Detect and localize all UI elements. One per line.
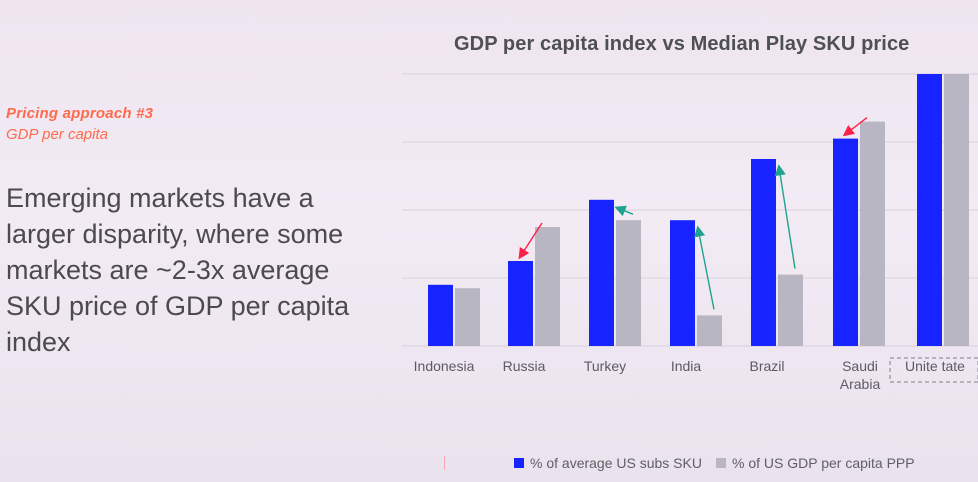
- x-tick-label-2: Turkey: [584, 358, 626, 374]
- bar-series-2-brazil: [778, 274, 803, 346]
- bar-series-2-indonesia: [455, 288, 480, 346]
- bar-series-2-india: [697, 315, 722, 346]
- legend-swatch-series-1: [514, 458, 524, 468]
- annotation-arrow-brazil: [774, 164, 796, 269]
- annotation-arrow-turkey: [614, 205, 634, 217]
- x-tick-label-1: Russia: [503, 358, 546, 374]
- bar-series-2-russia: [535, 227, 560, 346]
- bar-series-1-indonesia: [428, 284, 453, 346]
- bar-series-2-united-states: [944, 74, 969, 346]
- pricing-approach-subtitle: GDP per capita: [6, 126, 108, 143]
- annotation-arrow-russia: [518, 222, 543, 260]
- chart-legend: % of average US subs SKU % of US GDP per…: [514, 455, 915, 471]
- cursor-mark: [444, 456, 445, 470]
- headline-text: Emerging markets have a larger disparity…: [6, 183, 350, 357]
- legend-item-series-2: % of US GDP per capita PPP: [715, 455, 915, 471]
- annotation-arrow-india: [694, 225, 715, 310]
- label-selection-box: [889, 357, 978, 383]
- bar-series-2-turkey: [616, 220, 641, 346]
- bar-series-1-russia: [508, 261, 533, 346]
- bar-series-1-saudi-arabia: [833, 138, 858, 346]
- legend-label-series-2: % of US GDP per capita PPP: [731, 455, 915, 471]
- x-tick-label-3: India: [671, 358, 702, 374]
- x-tick-label-5: Saudi Arabia: [840, 358, 881, 392]
- legend-item-series-1: % of average US subs SKU: [514, 455, 702, 471]
- bar-series-1-brazil: [751, 159, 776, 346]
- x-tick-label-0: Indonesia: [414, 358, 475, 374]
- chart-title: GDP per capita index vs Median Play SKU …: [454, 33, 910, 55]
- slide-text-panel: Pricing approach #3 GDP per capita Emerg…: [6, 104, 366, 360]
- bar-series-1-united-states: [917, 74, 942, 346]
- bar-series-2-saudi-arabia: [860, 121, 885, 346]
- legend-label-series-1: % of average US subs SKU: [530, 455, 702, 471]
- legend-swatch-series-2: [715, 458, 726, 468]
- annotation-arrow-saudi-arabia: [842, 117, 868, 137]
- x-tick-label-6: Unite tate: [905, 358, 965, 374]
- x-tick-label-4: Brazil: [749, 358, 784, 374]
- bar-series-1-india: [670, 220, 695, 346]
- pricing-approach-kicker: Pricing approach #3: [6, 105, 154, 122]
- bar-series-1-turkey: [589, 199, 614, 346]
